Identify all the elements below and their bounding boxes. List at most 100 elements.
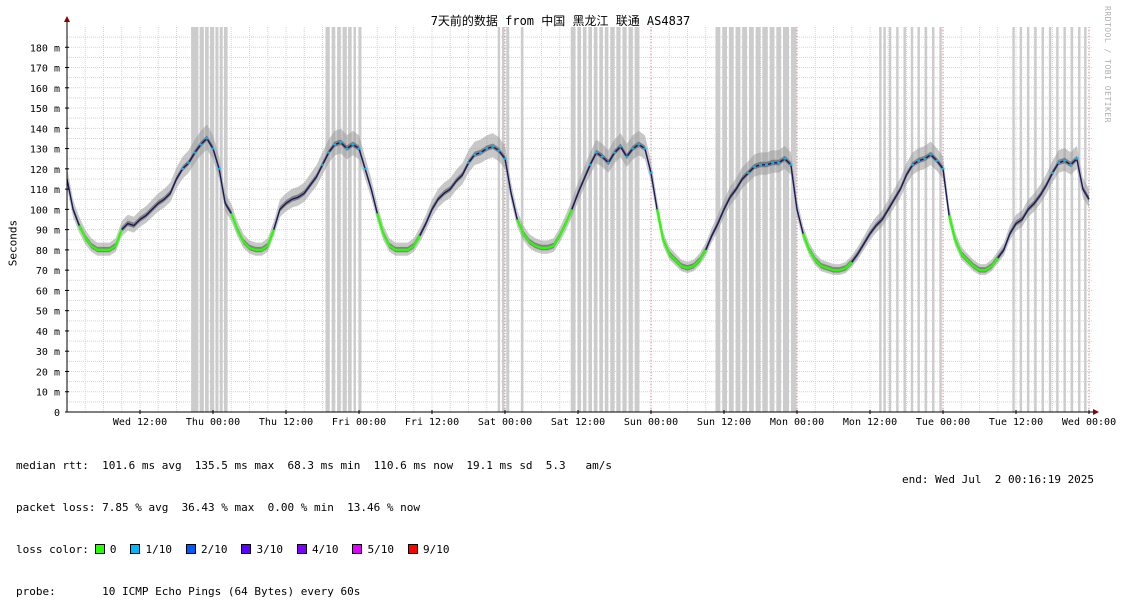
probe-info: probe: 10 ICMP Echo Pings (64 Bytes) eve… bbox=[16, 585, 361, 598]
rtt-loss-marker bbox=[600, 155, 604, 158]
x-tick-label: Mon 00:00 bbox=[770, 417, 824, 428]
smokeping-chart: 0 10 m 20 m 30 m 40 m 50 m 60 m 70 m 80 m 90 m 100… bbox=[30, 16, 1116, 428]
x-axis-arrow bbox=[1093, 409, 1099, 415]
rtt-loss-marker bbox=[619, 145, 623, 148]
legend-swatch bbox=[296, 544, 307, 554]
x-tick-label: Thu 00:00 bbox=[186, 417, 240, 428]
legend-label: 3/10 bbox=[256, 543, 283, 556]
packet-loss-band bbox=[924, 27, 928, 412]
packet-loss-band bbox=[331, 27, 336, 412]
packet-loss-band bbox=[215, 27, 219, 412]
y-tick-label: 40 m bbox=[36, 327, 60, 338]
packet-loss-band bbox=[1084, 27, 1087, 412]
packet-loss-band bbox=[783, 27, 790, 412]
packet-loss-band bbox=[769, 27, 775, 412]
packet-loss-band bbox=[520, 27, 524, 412]
packet-loss-band bbox=[223, 27, 228, 412]
packet-loss-band bbox=[501, 27, 505, 412]
rtt-loss-marker bbox=[491, 145, 495, 148]
rtt-loss-marker bbox=[923, 157, 927, 160]
packet-loss-band bbox=[628, 27, 633, 412]
rtt-loss-marker bbox=[777, 161, 781, 164]
packet-loss-band bbox=[593, 27, 598, 412]
rtt-no-loss-segment bbox=[516, 208, 573, 249]
rtt-loss-marker bbox=[345, 147, 349, 150]
packet-loss-band bbox=[588, 27, 592, 412]
packet-loss-band bbox=[570, 27, 576, 412]
packet-loss-band bbox=[1026, 27, 1030, 412]
packet-loss-band bbox=[888, 27, 892, 412]
y-tick-label: 100 m bbox=[30, 205, 60, 216]
rtt-loss-marker bbox=[193, 151, 197, 154]
y-tick-label: 50 m bbox=[36, 307, 60, 318]
x-tick-labels: Wed 12:00 Thu 00:00 Thu 12:00 Fri 00:00 Fri … bbox=[113, 410, 1116, 428]
legend-label: 4/10 bbox=[311, 543, 339, 556]
rtt-loss-marker bbox=[637, 143, 641, 146]
packet-loss-band bbox=[497, 27, 501, 412]
x-tick-label: Sat 12:00 bbox=[551, 417, 605, 428]
packet-loss-band bbox=[1070, 27, 1074, 412]
packet-loss-band bbox=[610, 27, 615, 412]
x-tick-label: Sun 12:00 bbox=[697, 417, 751, 428]
packet-loss-band bbox=[903, 27, 906, 412]
y-tick-label: 0 bbox=[54, 408, 60, 419]
y-tick-label: 180 m bbox=[30, 43, 60, 54]
loss-color-legend: loss color: 0 1/10 2/10 3/10 4/10 5/10 9/10 bbox=[16, 543, 612, 557]
median-rtt-line bbox=[66, 137, 1090, 272]
rtt-loss-marker bbox=[759, 163, 762, 166]
y-tick-label: 130 m bbox=[30, 145, 60, 156]
rtt-loss-marker bbox=[746, 171, 750, 174]
rtt-loss-marker bbox=[911, 163, 915, 166]
packet-loss-band bbox=[616, 27, 621, 412]
y-tick-labels: 0 10 m 20 m 30 m 40 m 50 m 60 m 70 m 80 m 90 m 100… bbox=[30, 43, 69, 419]
rtt-loss-marker bbox=[752, 165, 756, 168]
y-tick-label: 140 m bbox=[30, 124, 60, 135]
rtt-loss-marker bbox=[217, 167, 221, 170]
packet-loss-band bbox=[506, 27, 510, 412]
legend-swatch bbox=[241, 544, 252, 554]
rtt-loss-marker bbox=[1051, 171, 1054, 174]
rtt-loss-marker bbox=[631, 147, 635, 150]
rtt-loss-marker bbox=[181, 167, 185, 170]
packet-loss-band bbox=[790, 27, 797, 412]
end-time: end: Wed Jul 2 00:16:19 2025 bbox=[902, 473, 1095, 486]
y-tick-label: 70 m bbox=[36, 266, 60, 277]
packet-loss-band bbox=[582, 27, 587, 412]
legend-swatch bbox=[352, 544, 363, 554]
median-rtt-stats: median rtt: 101.6 ms avg 135.5 ms max 68… bbox=[16, 459, 613, 472]
rtt-loss-marker bbox=[613, 151, 616, 154]
rtt-no-loss-segment bbox=[802, 233, 853, 272]
rtt-loss-marker bbox=[321, 163, 324, 166]
rtt-loss-marker bbox=[327, 151, 331, 154]
y-tick-label: 120 m bbox=[30, 165, 60, 176]
loss-color-label: loss color: bbox=[16, 543, 89, 556]
rtt-loss-marker bbox=[643, 147, 647, 150]
rtt-no-loss-segment bbox=[656, 209, 707, 270]
packet-loss-band bbox=[209, 27, 215, 412]
legend-swatch bbox=[94, 544, 105, 554]
rtt-loss-marker bbox=[467, 161, 470, 164]
rtt-loss-marker bbox=[1069, 163, 1073, 166]
packet-loss-band bbox=[577, 27, 582, 412]
rtt-loss-marker bbox=[357, 147, 361, 150]
x-tick-label: Mon 12:00 bbox=[843, 417, 897, 428]
packet-loss-band bbox=[762, 27, 768, 412]
y-tick-label: 20 m bbox=[36, 367, 60, 378]
rtt-loss-marker bbox=[473, 153, 477, 156]
rtt-no-loss-segment bbox=[948, 215, 999, 272]
rtt-loss-marker bbox=[649, 171, 653, 174]
packet-loss-stats: packet loss: 7.85 % avg 36.43 % max 0.00… bbox=[16, 501, 420, 514]
legend-swatch bbox=[130, 544, 141, 554]
legend-label: 9/10 bbox=[422, 543, 450, 556]
rtt-loss-marker bbox=[479, 151, 483, 154]
rtt-loss-marker bbox=[351, 143, 355, 146]
rtt-loss-marker bbox=[594, 151, 598, 154]
smoke-band bbox=[67, 124, 1089, 275]
x-tick-label: Wed 00:00 bbox=[1062, 417, 1116, 428]
packet-loss-band bbox=[205, 27, 209, 412]
y-axis-arrow bbox=[64, 16, 70, 22]
packet-loss-band bbox=[932, 27, 935, 412]
legend-swatch bbox=[407, 544, 418, 554]
x-tick-label: Thu 12:00 bbox=[259, 417, 313, 428]
rtt-loss-marker bbox=[765, 163, 769, 166]
